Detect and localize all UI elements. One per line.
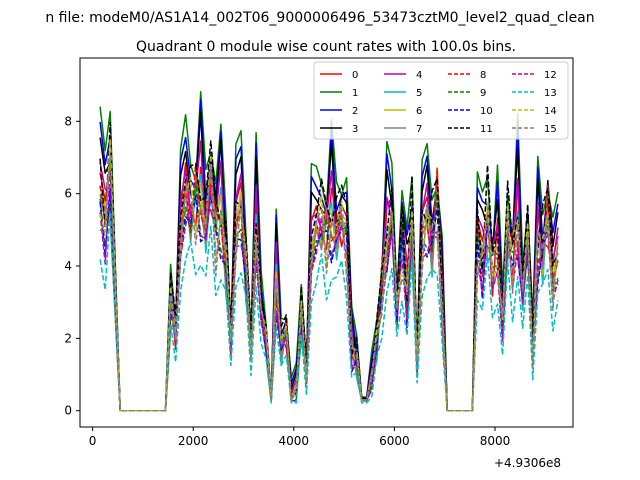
series-line-3 xyxy=(99,111,559,412)
legend-label-2: 2 xyxy=(352,106,358,117)
series-line-11 xyxy=(99,121,559,412)
legend-label-14: 14 xyxy=(544,106,557,117)
series-line-4 xyxy=(99,140,559,412)
series-line-15 xyxy=(99,155,559,412)
y-tick-label: 2 xyxy=(64,331,72,345)
series-line-13 xyxy=(99,210,559,412)
legend-label-7: 7 xyxy=(416,124,422,135)
y-tick-label: 6 xyxy=(64,187,72,201)
y-tick-label: 4 xyxy=(64,259,72,273)
legend-label-13: 13 xyxy=(544,88,557,99)
x-tick-label: 0 xyxy=(89,434,97,448)
x-tick-label: 6000 xyxy=(379,434,410,448)
series-line-14 xyxy=(99,138,559,412)
legend-label-10: 10 xyxy=(480,106,493,117)
x-tick-label: 4000 xyxy=(279,434,310,448)
legend-label-8: 8 xyxy=(480,70,486,81)
chart-title: Quadrant 0 module wise count rates with … xyxy=(136,39,516,55)
legend-label-1: 1 xyxy=(352,88,358,99)
legend-label-11: 11 xyxy=(480,124,493,135)
legend-frame xyxy=(313,61,569,140)
plot-frame xyxy=(79,57,574,428)
figure-suptitle: n file: modeM0/AS1A14_002T06_9000006496_… xyxy=(45,10,594,26)
x-offset-label: +4.9306e8 xyxy=(494,456,561,470)
legend-label-4: 4 xyxy=(416,70,422,81)
plot-area xyxy=(79,57,574,428)
x-tick-label: 2000 xyxy=(178,434,209,448)
x-axis: 0 2000 4000 6000 8000 xyxy=(89,427,511,448)
x-tick-label: 8000 xyxy=(480,434,511,448)
legend-label-9: 9 xyxy=(480,88,486,99)
y-axis: 0 2 4 6 8 xyxy=(64,114,80,418)
y-tick-label: 0 xyxy=(64,404,72,418)
legend-label-3: 3 xyxy=(352,124,358,135)
legend-label-5: 5 xyxy=(416,88,422,99)
legend-label-6: 6 xyxy=(416,106,422,117)
legend-label-15: 15 xyxy=(544,124,557,135)
legend-label-12: 12 xyxy=(544,70,557,81)
y-tick-label: 8 xyxy=(64,114,72,128)
legend-label-0: 0 xyxy=(352,70,358,81)
